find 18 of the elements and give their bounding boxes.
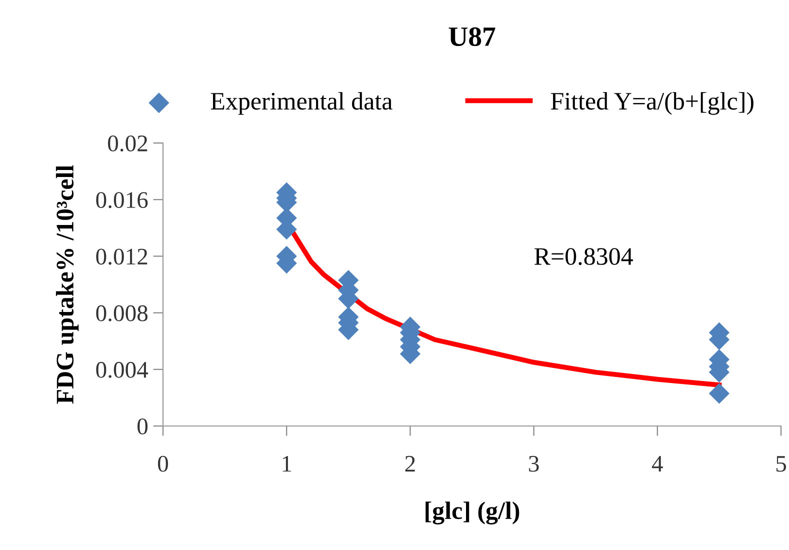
x-tick-label: 3 xyxy=(529,456,539,472)
y-tick-label: 0 xyxy=(138,418,148,434)
x-axis-title: [glc] (g/l) xyxy=(426,502,520,524)
legend-label: Fitted Y=a/(b+[glc]) xyxy=(550,92,754,115)
x-tick-label: 0 xyxy=(158,456,168,472)
y-axis-title: FDG uptake% /10³cell xyxy=(56,165,79,404)
y-tick-label: 0.004 xyxy=(96,362,148,378)
chart-title: U87 xyxy=(448,27,496,46)
x-tick-label: 1 xyxy=(282,456,292,472)
legend-label: Experimental data xyxy=(210,92,392,115)
annotation: R=0.8304 xyxy=(534,248,633,266)
y-tick-label: 0.008 xyxy=(96,305,148,322)
x-tick-label: 4 xyxy=(652,456,663,472)
y-tick-label: 0.012 xyxy=(96,248,148,265)
y-tick-label: 0.016 xyxy=(96,192,148,208)
x-tick-label: 2 xyxy=(405,456,415,472)
x-tick-label: 5 xyxy=(776,456,786,472)
y-tick-label: 0.02 xyxy=(108,135,148,152)
